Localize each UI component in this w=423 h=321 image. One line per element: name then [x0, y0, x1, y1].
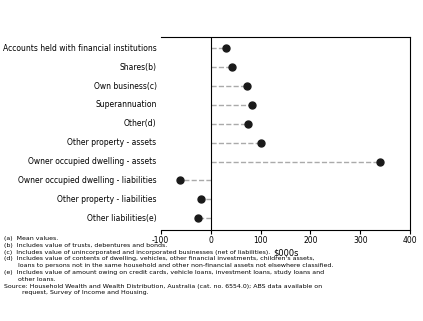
Point [377, 159, 384, 164]
Point [197, 197, 204, 202]
Text: (a)  Mean values.
(b)  Includes value of trusts, debentures and bonds.
(c)  Incl: (a) Mean values. (b) Includes value of t… [4, 236, 334, 295]
Point [257, 140, 264, 145]
Point [195, 216, 202, 221]
X-axis label: $000s: $000s [273, 248, 298, 257]
Point [243, 83, 250, 89]
Point [248, 102, 255, 108]
Point [176, 178, 183, 183]
Point [222, 46, 229, 51]
Point [228, 65, 235, 70]
Point [244, 121, 251, 126]
